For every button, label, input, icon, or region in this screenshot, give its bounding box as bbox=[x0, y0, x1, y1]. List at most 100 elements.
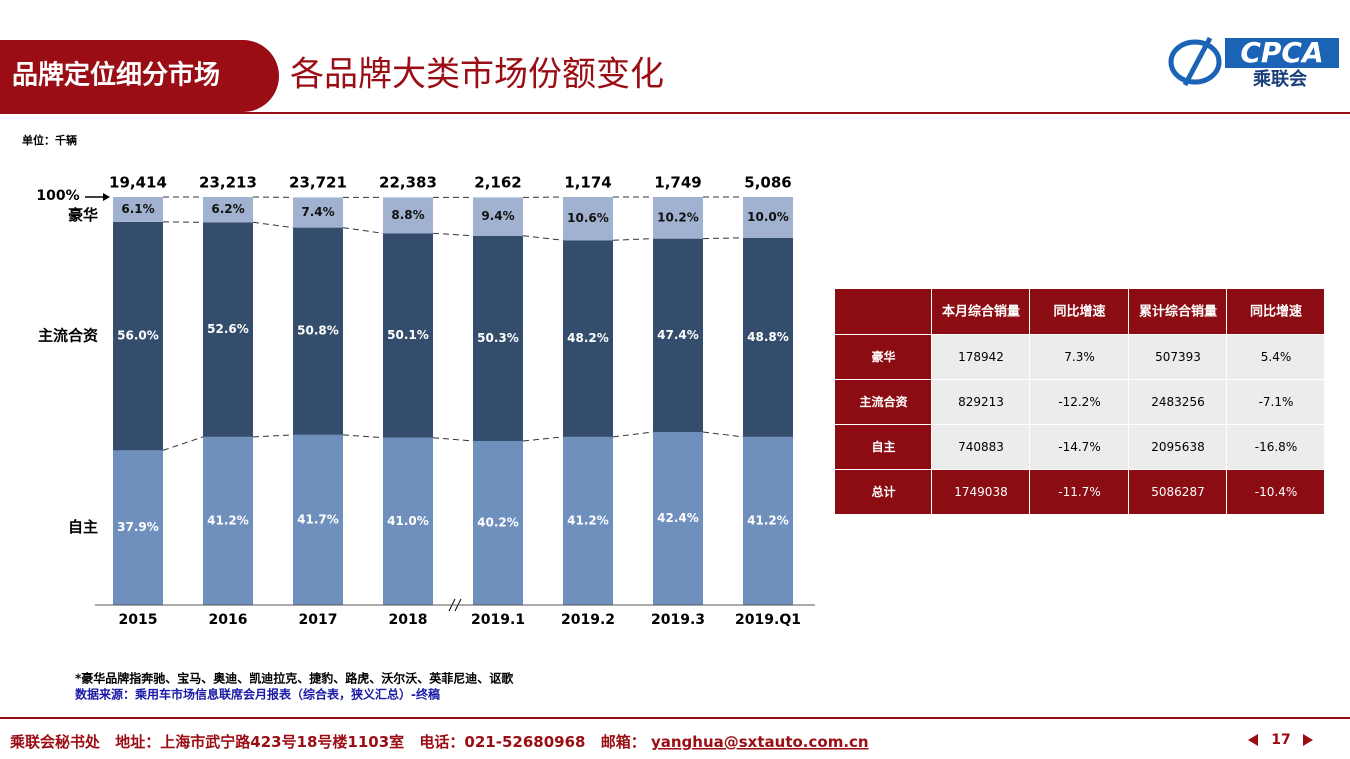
table-cell-text: -11.7% bbox=[1058, 485, 1100, 499]
footer-phone: 电话：021-52680968 bbox=[419, 733, 585, 751]
table-cell-text: 507393 bbox=[1155, 350, 1201, 364]
unit-label: 单位：千辆 bbox=[22, 133, 77, 147]
table-header-text: 本月综合销量 bbox=[942, 304, 1020, 320]
table-cell bbox=[835, 470, 931, 514]
table-cell-text: 自主 bbox=[871, 439, 895, 454]
connector bbox=[612, 431, 654, 438]
x-tick-label: 2016 bbox=[209, 612, 248, 628]
table-cell bbox=[835, 380, 931, 424]
note: *豪华品牌指奔驰、宝马、奥迪、凯迪拉克、捷豹、路虎、沃尔沃、英菲尼迪、讴歌 bbox=[75, 671, 514, 686]
footer-email[interactable]: yanghua@sxtauto.com.cn bbox=[651, 733, 869, 751]
connector bbox=[252, 221, 294, 229]
logo-subtext: 乘联会 bbox=[1252, 68, 1307, 90]
table-cell bbox=[1227, 380, 1324, 424]
connector bbox=[522, 436, 564, 442]
data-label: 47.4% bbox=[657, 328, 699, 342]
data-label: 6.1% bbox=[121, 202, 154, 216]
connector bbox=[252, 434, 294, 438]
bar-segment bbox=[113, 450, 163, 605]
logo-emblem bbox=[1168, 39, 1222, 85]
data-label: 42.4% bbox=[657, 511, 699, 525]
next-arrow[interactable] bbox=[1303, 734, 1313, 746]
table-cell bbox=[1129, 470, 1226, 514]
x-tick-label: 2015 bbox=[119, 612, 158, 628]
connector bbox=[522, 235, 564, 241]
bar-segment bbox=[563, 197, 613, 241]
table-cell-text: -10.4% bbox=[1255, 485, 1297, 499]
bar-segment bbox=[563, 240, 613, 437]
data-label: 50.1% bbox=[387, 328, 429, 342]
total-label: 19,414 bbox=[109, 174, 167, 192]
header-tab bbox=[0, 40, 279, 112]
footer-email-label: 邮箱： bbox=[601, 733, 646, 751]
bar-segment bbox=[113, 197, 163, 222]
table-cell bbox=[1030, 335, 1128, 379]
table-cell-text: -7.1% bbox=[1259, 395, 1294, 409]
data-label: 41.2% bbox=[567, 513, 609, 527]
data-label: 37.9% bbox=[117, 520, 159, 534]
logo-emblem bbox=[1182, 36, 1213, 87]
bar-segment bbox=[383, 233, 433, 438]
connector bbox=[702, 431, 744, 438]
total-label: 2,162 bbox=[474, 174, 521, 192]
total-label: 1,174 bbox=[564, 174, 611, 192]
table-cell bbox=[1030, 380, 1128, 424]
table-cell-text: -16.8% bbox=[1255, 440, 1297, 454]
table-cell-text: 5.4% bbox=[1261, 350, 1292, 364]
table-cell bbox=[932, 335, 1029, 379]
data-label: 7.4% bbox=[301, 205, 334, 219]
footer-address: 地址：上海市武宁路423号18号楼1103室 bbox=[115, 733, 404, 751]
table-cell bbox=[1030, 470, 1128, 514]
data-label: 40.2% bbox=[477, 515, 519, 529]
data-label: 50.8% bbox=[297, 324, 339, 338]
bar-segment bbox=[653, 238, 703, 433]
table-header-text: 累计综合销量 bbox=[1139, 304, 1217, 320]
connector bbox=[432, 437, 474, 442]
bar-segment bbox=[113, 221, 163, 451]
data-label: 41.2% bbox=[747, 513, 789, 527]
bar-segment bbox=[203, 436, 253, 605]
table-header-text: 同比增速 bbox=[1053, 304, 1105, 320]
total-label: 22,383 bbox=[379, 174, 437, 192]
bar-segment bbox=[653, 432, 703, 605]
legend-label: 主流合资 bbox=[38, 327, 98, 345]
table-cell-text: 2483256 bbox=[1151, 395, 1204, 409]
data-label: 9.4% bbox=[481, 209, 514, 223]
data-label: 10.0% bbox=[747, 210, 789, 224]
connector bbox=[612, 238, 654, 241]
bar-segment bbox=[293, 197, 343, 228]
data-label: 41.2% bbox=[207, 513, 249, 527]
table-cell-text: 740883 bbox=[958, 440, 1004, 454]
x-tick-label: 2017 bbox=[299, 612, 338, 628]
bar-segment bbox=[473, 440, 523, 605]
connector bbox=[342, 434, 384, 439]
data-label: 10.6% bbox=[567, 211, 609, 225]
bar-segment bbox=[203, 197, 253, 223]
total-label: 1,749 bbox=[654, 174, 701, 192]
page-number: 17 bbox=[1271, 732, 1290, 748]
table-cell-text: 主流合资 bbox=[859, 394, 907, 409]
bar-segment bbox=[563, 436, 613, 605]
bar-segment bbox=[383, 437, 433, 605]
total-label: 5,086 bbox=[744, 174, 791, 192]
table-cell bbox=[835, 335, 931, 379]
table-cell bbox=[1129, 335, 1226, 379]
table-cell bbox=[1227, 425, 1324, 469]
connector bbox=[342, 227, 384, 234]
data-label: 50.3% bbox=[477, 331, 519, 345]
bar-segment bbox=[743, 237, 793, 437]
table-header-cell bbox=[1030, 289, 1128, 334]
data-label: 6.2% bbox=[211, 202, 244, 216]
bar-segment bbox=[743, 197, 793, 238]
source-note: 数据来源：乘用车市场信息联席会月报表（综合表，狭义汇总）-终稿 bbox=[75, 687, 440, 702]
bar-segment bbox=[473, 235, 523, 441]
data-label: 48.2% bbox=[567, 331, 609, 345]
x-tick-label: 2019.2 bbox=[561, 612, 615, 628]
bar-segment bbox=[653, 197, 703, 239]
bar-segment bbox=[293, 434, 343, 605]
table-header-text: 同比增速 bbox=[1250, 304, 1302, 320]
table-cell bbox=[932, 380, 1029, 424]
table-header-cell bbox=[1227, 289, 1324, 334]
prev-arrow[interactable] bbox=[1248, 734, 1258, 746]
